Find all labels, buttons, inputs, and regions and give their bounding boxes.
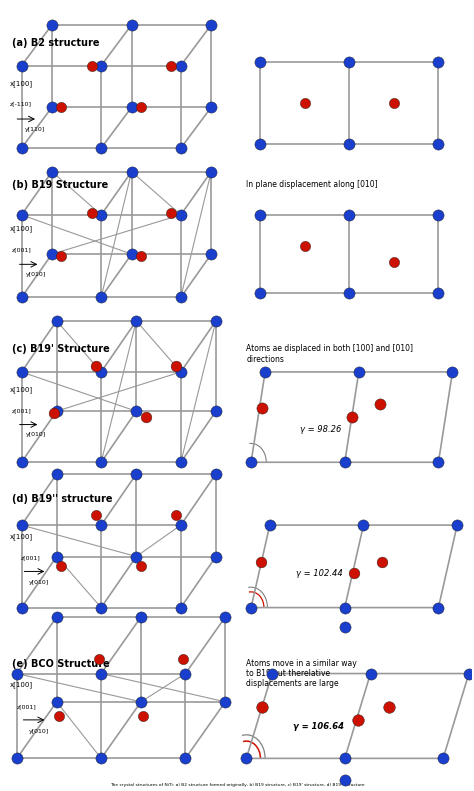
Point	[18, 209, 25, 221]
Point	[182, 668, 189, 680]
Point	[97, 142, 105, 154]
Point	[53, 695, 61, 708]
Text: Atoms ae displaced in both [100] and [010]
directions: Atoms ae displaced in both [100] and [01…	[246, 344, 413, 364]
Point	[177, 519, 184, 532]
Text: x[100]: x[100]	[10, 387, 33, 393]
Text: x[100]: x[100]	[10, 80, 33, 87]
Point	[208, 165, 215, 178]
Point	[97, 209, 105, 221]
Point	[18, 365, 25, 378]
Point	[133, 405, 140, 418]
Point	[97, 601, 105, 614]
Point	[435, 209, 442, 221]
Point	[268, 668, 276, 680]
Point	[208, 248, 215, 260]
Point	[266, 519, 273, 532]
Point	[212, 551, 220, 563]
Point	[13, 752, 21, 765]
Point	[51, 407, 58, 419]
Point	[179, 653, 187, 666]
Point	[376, 397, 383, 410]
Point	[449, 365, 456, 378]
Point	[53, 467, 61, 480]
Point	[256, 55, 264, 68]
Text: z[-110]: z[-110]	[10, 101, 32, 106]
Point	[53, 551, 61, 563]
Point	[97, 59, 105, 72]
Point	[367, 668, 374, 680]
Text: y[110]: y[110]	[25, 127, 46, 132]
Point	[57, 100, 65, 113]
Point	[55, 710, 63, 722]
Point	[243, 752, 250, 765]
Point	[97, 519, 105, 532]
Point	[257, 556, 265, 569]
Point	[57, 250, 65, 263]
Text: z[001]: z[001]	[20, 555, 40, 561]
Text: z[001]: z[001]	[12, 248, 32, 253]
Point	[435, 601, 442, 614]
Text: γ = 98.26: γ = 98.26	[300, 426, 342, 434]
Point	[346, 55, 353, 68]
Point	[341, 601, 348, 614]
Point	[221, 611, 229, 623]
Point	[93, 360, 100, 373]
Point	[177, 456, 184, 468]
Point	[341, 774, 348, 787]
Point	[48, 248, 56, 260]
Point	[177, 59, 184, 72]
Point	[93, 509, 100, 521]
Point	[465, 668, 473, 680]
Text: x[100]: x[100]	[10, 533, 33, 540]
Point	[256, 287, 264, 300]
Text: z[001]: z[001]	[17, 704, 36, 709]
Text: The crystal structures of NiTi: a) B2 structure formed originally, b) B19 struct: The crystal structures of NiTi: a) B2 st…	[109, 782, 365, 787]
Point	[182, 752, 189, 765]
Point	[142, 411, 149, 423]
Text: y[010]: y[010]	[28, 729, 49, 733]
Text: (c) B19' Structure: (c) B19' Structure	[12, 344, 110, 354]
Point	[97, 365, 105, 378]
Point	[137, 611, 145, 623]
Point	[133, 551, 140, 563]
Point	[341, 621, 348, 634]
Point	[128, 18, 136, 31]
Point	[18, 601, 25, 614]
Point	[341, 456, 348, 468]
Point	[53, 405, 61, 418]
Point	[261, 365, 269, 378]
Point	[18, 519, 25, 532]
Point	[360, 519, 367, 532]
Point	[177, 365, 184, 378]
Point	[18, 291, 25, 304]
Point	[97, 752, 105, 765]
Point	[439, 752, 447, 765]
Text: (e) BCO Structure: (e) BCO Structure	[12, 659, 110, 668]
Point	[354, 713, 361, 726]
Point	[137, 250, 145, 263]
Point	[385, 701, 393, 713]
Point	[177, 291, 184, 304]
Point	[173, 509, 180, 521]
Point	[88, 206, 96, 219]
Point	[88, 59, 96, 72]
Text: Atoms move in a similar way
to B19'but therelative
displacements are large: Atoms move in a similar way to B19'but t…	[246, 659, 357, 688]
Point	[258, 701, 265, 713]
Point	[378, 556, 386, 569]
Point	[348, 411, 356, 423]
Point	[435, 456, 442, 468]
Point	[346, 138, 353, 150]
Point	[137, 100, 145, 113]
Point	[18, 59, 25, 72]
Point	[435, 55, 442, 68]
Point	[18, 456, 25, 468]
Text: In plane displacement along [010]: In plane displacement along [010]	[246, 180, 378, 188]
Point	[168, 206, 175, 219]
Point	[258, 402, 266, 414]
Point	[208, 18, 215, 31]
Point	[212, 315, 220, 327]
Point	[247, 601, 255, 614]
Point	[390, 255, 398, 268]
Point	[212, 467, 220, 480]
Point	[57, 560, 65, 573]
